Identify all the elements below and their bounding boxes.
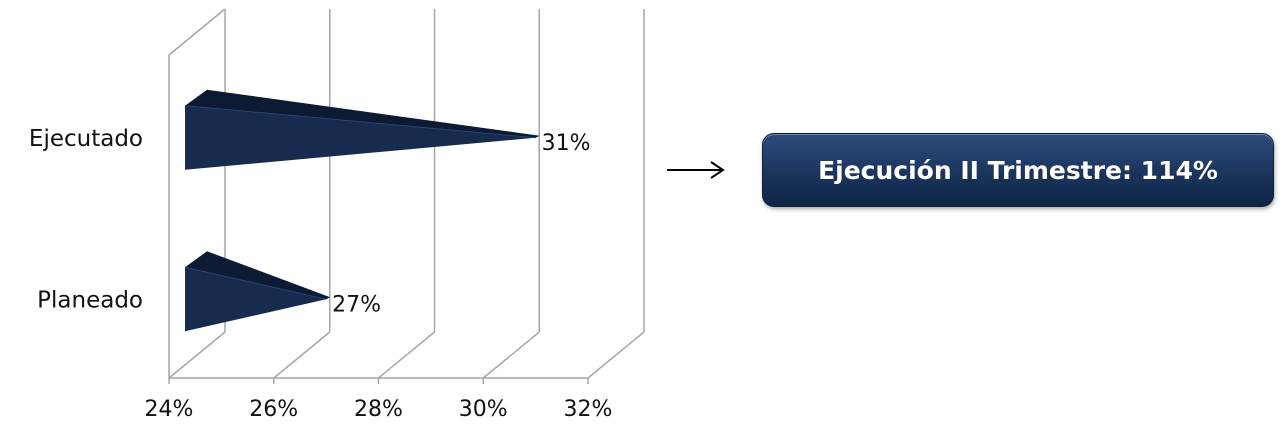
bar-top-facet [185,251,331,300]
data-label: 27% [332,292,381,317]
bar-ejecutado [184,89,540,170]
bar-edge [184,105,536,139]
gridline-floor [168,331,226,379]
gridline-floor [587,331,645,379]
gridline-floor [378,331,435,379]
chart-labels: 24% 26% 28% 30% 32% Planeado 27% Ejecutado 31% [29,126,613,422]
x-tick-label: 26% [249,397,298,422]
bar-planeado [184,251,331,332]
x-tick-label: 32% [564,397,613,422]
chart-bars [184,89,540,332]
x-tick-label: 30% [459,397,508,422]
gridline-floor [482,331,540,379]
bar-front-face [185,267,327,332]
bar-front-face [185,105,536,170]
data-label: 31% [542,131,591,156]
right-arrow-icon [667,161,725,179]
callout-text: Ejecución II Trimestre: 114% [818,155,1218,185]
category-label: Ejecutado [29,126,143,152]
top-depth-edge [168,8,226,56]
chart-grid [168,8,645,384]
bar-top-facet [185,89,540,138]
x-tick-label: 28% [354,397,403,422]
x-tick-label: 24% [145,397,194,422]
category-label: Planeado [37,287,143,313]
callout-box: Ejecución II Trimestre: 114% [762,133,1274,207]
bar-edge [184,266,327,300]
gridline-floor [273,331,331,379]
